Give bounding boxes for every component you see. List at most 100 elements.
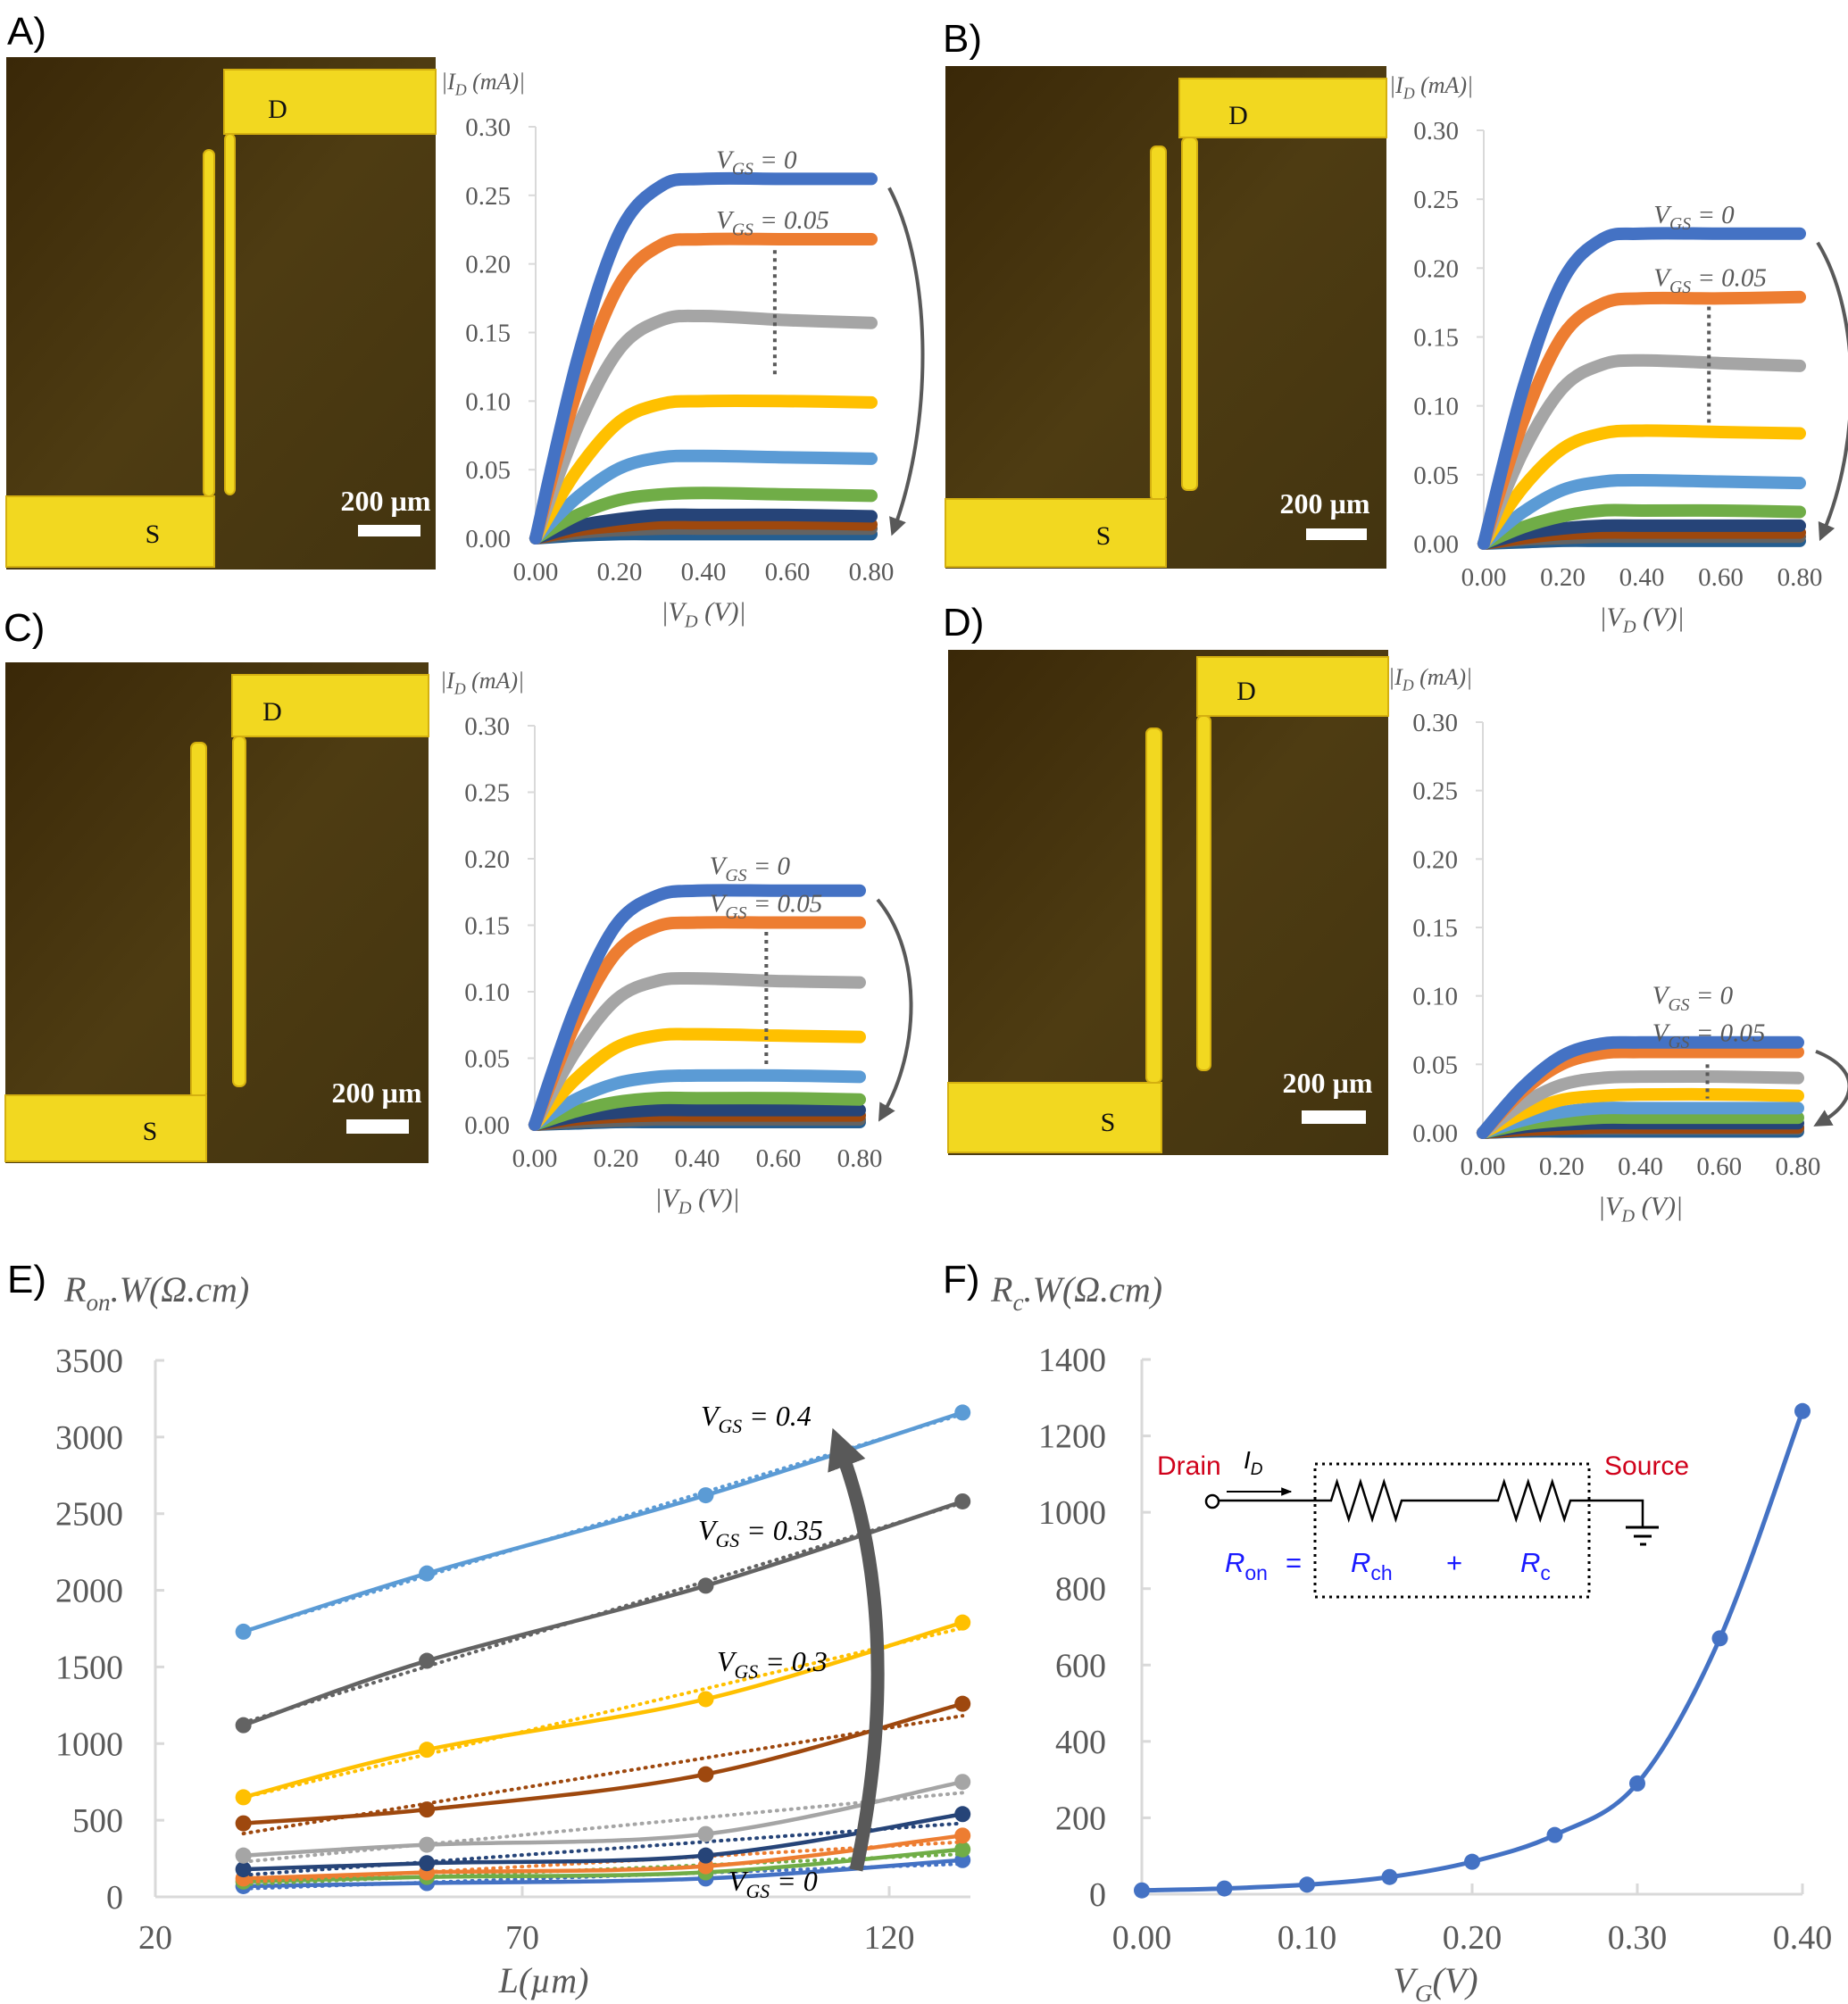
- micrograph-background: [6, 57, 436, 570]
- x-axis-label: |VD (V)|: [654, 1184, 739, 1218]
- iv-curve-0: [1477, 1035, 1804, 1139]
- vgs-label-3-main: V: [728, 1865, 749, 1897]
- data-point-4: [235, 1847, 252, 1864]
- x-tick-label: 0.00: [512, 1144, 558, 1173]
- ground-icon: [1626, 1526, 1659, 1546]
- data-point-2: [954, 1614, 971, 1631]
- y-axis-label-main: |I: [1388, 664, 1403, 690]
- source-pad: [5, 495, 215, 568]
- data-point: [1299, 1876, 1315, 1893]
- vgs-label-3: VGS = 0: [728, 1865, 818, 1902]
- drain-pad: [1178, 78, 1387, 138]
- iv-chart-a: 0.00 0.05 0.10 0.15 0.20 0.25 0.30 0.00 0.20 0.40…: [441, 69, 925, 632]
- x-axis-label-rest: (µm): [519, 1960, 589, 2000]
- data-point-3: [697, 1766, 714, 1783]
- vgs-label-0-sub: GS: [725, 866, 746, 886]
- vgs-label-1: VGS = 0.35: [698, 1514, 823, 1551]
- r-on-label-sub: on: [1244, 1561, 1268, 1584]
- x-tick-label: 0.00: [513, 558, 559, 586]
- x-axis-label: |VD (V)|: [661, 597, 745, 632]
- scale-bar-label: 200 µm: [1279, 487, 1369, 520]
- panel-label-a: A): [7, 10, 46, 54]
- x-tick-label: 0.20: [594, 1144, 639, 1173]
- r-c-label: Rc: [1520, 1547, 1551, 1584]
- r-ch-label-main: R: [1351, 1547, 1370, 1578]
- micrograph-background: [5, 662, 429, 1163]
- micrograph-b: D S 200 µm: [945, 66, 1387, 569]
- r-ch-label: Rch: [1351, 1547, 1393, 1584]
- x-tick-label: 0.30: [1608, 1919, 1668, 1957]
- decreasing-current-arrow: [1816, 241, 1848, 542]
- trendline-2: [241, 1626, 965, 1800]
- scale-bar-label: 200 µm: [1282, 1067, 1372, 1099]
- y-tick-label: 0.15: [464, 912, 510, 941]
- vgs-label-2: VGS = 0.3: [717, 1645, 828, 1683]
- source-label: S: [143, 1117, 158, 1146]
- y-tick-label: 3000: [55, 1419, 123, 1457]
- vgs-label-005: VGS = 0.05: [716, 206, 829, 239]
- y-tick-label: 0.25: [465, 182, 511, 211]
- y-tick-label: 0.20: [1412, 845, 1458, 874]
- r-on-label: Ron: [1225, 1547, 1268, 1584]
- x-axis-label-main: |V: [654, 1184, 681, 1213]
- vgs-label-005-sub: GS: [1669, 278, 1691, 297]
- data-point: [1794, 1402, 1811, 1419]
- vgs-label-0-sub: GS: [1669, 214, 1691, 234]
- iv-curve-2: [1478, 353, 1806, 550]
- x-tick-label: 120: [864, 1919, 915, 1957]
- current-label: ID: [1244, 1446, 1263, 1479]
- vgs-label-005-sub: GS: [1668, 1033, 1689, 1052]
- y-axis-label-sub: c: [1012, 1289, 1023, 1316]
- x-axis-label-sub: D: [684, 612, 698, 632]
- iv-curve-0: [529, 884, 866, 1131]
- data-point: [1711, 1630, 1728, 1647]
- vgs-label-0-rest: = 0: [753, 146, 797, 174]
- source-finger: [203, 149, 215, 497]
- increasing-vgs-arrow: [828, 1427, 885, 1872]
- source-label: S: [146, 520, 161, 549]
- y-tick-label: 0.15: [1412, 914, 1458, 943]
- x-tick-label: 0.60: [1698, 563, 1744, 592]
- drain-pad: [231, 674, 429, 737]
- scale-bar-label: 200 µm: [331, 1077, 421, 1109]
- chart-e: Ron.W(Ω.cm) 0 500 1000 1500 2000 2500 3000 3500 2…: [55, 1269, 971, 2000]
- y-axis-label-main: R: [990, 1269, 1012, 1310]
- y-tick-label: 400: [1055, 1724, 1106, 1761]
- vgs-label-0-sub: GS: [732, 160, 753, 179]
- vgs-label-0-main: V: [701, 1400, 721, 1432]
- y-tick-label: 0.15: [1413, 324, 1459, 353]
- y-tick-label: 1500: [55, 1649, 123, 1686]
- iv-curve-4: [529, 1069, 866, 1131]
- x-tick-label: 0.40: [1618, 1152, 1663, 1181]
- y-axis-label: |ID (mA)|: [1389, 72, 1473, 103]
- decreasing-current-arrow: [887, 187, 925, 536]
- y-tick-label: 0.00: [464, 1111, 510, 1140]
- iv-chart-b: 0.00 0.05 0.10 0.15 0.20 0.25 0.30 0.00 0.20 0.40…: [1389, 72, 1848, 637]
- drain-text: Drain: [1157, 1451, 1221, 1481]
- source-pad: [947, 1082, 1162, 1153]
- y-tick-label: 2500: [55, 1496, 123, 1534]
- iv-curve-3: [529, 395, 878, 545]
- vgs-label-2-main: V: [717, 1645, 737, 1677]
- panel-label-c: C): [4, 606, 45, 650]
- y-tick-label: 0.10: [465, 387, 511, 416]
- equals-sign: =: [1286, 1547, 1302, 1578]
- y-axis-label-rest: (mA)|: [467, 69, 526, 95]
- iv-curve-0: [529, 171, 878, 545]
- panel-label-e: E): [7, 1258, 46, 1301]
- current-main: I: [1244, 1446, 1251, 1474]
- vgs-label-005-sub: GS: [725, 903, 746, 923]
- vgs-label-005: VGS = 0.05: [1653, 264, 1767, 297]
- vgs-label-1-sub: GS: [716, 1530, 740, 1551]
- y-tick-label: 0.00: [465, 525, 511, 553]
- micrograph-c: D S 200 µm: [4, 662, 429, 1163]
- y-axis-label-rest: .W(Ω.cm): [1024, 1269, 1163, 1310]
- y-axis-label: |ID (mA)|: [1388, 664, 1472, 694]
- source-text: Source: [1604, 1451, 1689, 1481]
- vgs-label-005: VGS = 0.05: [710, 890, 823, 923]
- y-tick-label: 0.25: [1413, 186, 1459, 214]
- vgs-label-005-rest: = 0.05: [1690, 1019, 1766, 1048]
- vgs-label-0-main: V: [716, 146, 735, 174]
- drain-terminal-icon: [1204, 1493, 1220, 1509]
- vgs-label-005-sub: GS: [732, 220, 753, 239]
